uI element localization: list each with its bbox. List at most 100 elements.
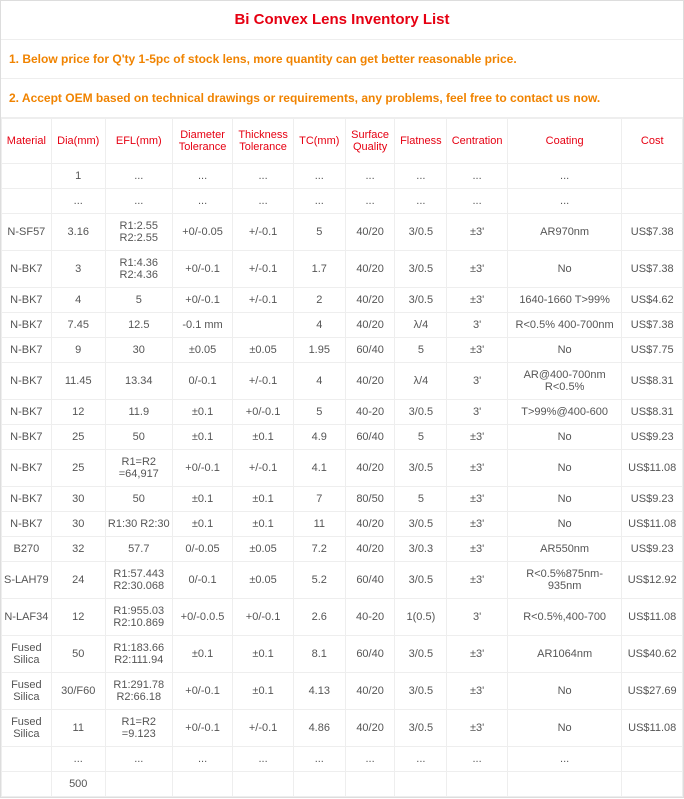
table-row: N-BK73050±0.1±0.1780/505±3'NoUS$9.23 [2, 487, 683, 512]
table-cell: 1.7 [293, 251, 345, 288]
table-cell: ... [105, 747, 172, 772]
table-cell: R1:57.443 R2:30.068 [105, 562, 172, 599]
table-cell: ±3' [447, 425, 508, 450]
table-cell: No [507, 710, 622, 747]
table-cell [395, 772, 447, 797]
table-cell: λ/4 [395, 313, 447, 338]
note-2: 2. Accept OEM based on technical drawing… [9, 91, 600, 105]
table-cell: 3/0.3 [395, 537, 447, 562]
table-row: Fused Silica11R1=R2 =9.123+0/-0.1+/-0.14… [2, 710, 683, 747]
col-header: EFL(mm) [105, 119, 172, 164]
table-cell: 3/0.5 [395, 512, 447, 537]
table-cell: ±3' [447, 636, 508, 673]
table-cell: 60/40 [345, 425, 395, 450]
table-cell: 11 [293, 512, 345, 537]
col-header: Material [2, 119, 52, 164]
table-cell: 5 [395, 338, 447, 363]
table-cell [622, 772, 683, 797]
table-cell [2, 772, 52, 797]
table-cell: +0/-0.1 [172, 450, 233, 487]
table-cell: +0/-0.1 [233, 599, 294, 636]
table-cell: 3/0.5 [395, 288, 447, 313]
table-cell: 1640-1660 T>99% [507, 288, 622, 313]
table-cell: US$40.62 [622, 636, 683, 673]
table-cell: 57.7 [105, 537, 172, 562]
table-row: N-BK730R1:30 R2:30±0.1±0.11140/203/0.5±3… [2, 512, 683, 537]
table-cell: 40/20 [345, 288, 395, 313]
note-1: 1. Below price for Q'ty 1-5pc of stock l… [9, 52, 517, 66]
table-cell: B270 [2, 537, 52, 562]
table-cell: R<0.5%,400-700 [507, 599, 622, 636]
table-cell: 3.16 [51, 214, 105, 251]
table-cell: No [507, 512, 622, 537]
table-cell: 5 [395, 425, 447, 450]
table-cell [2, 189, 52, 214]
table-cell: 12 [51, 400, 105, 425]
table-cell: US$8.31 [622, 400, 683, 425]
table-cell: US$11.08 [622, 450, 683, 487]
table-cell: 30 [105, 338, 172, 363]
table-cell: US$11.08 [622, 599, 683, 636]
table-cell: ... [105, 164, 172, 189]
table-cell: 24 [51, 562, 105, 599]
table-cell: +0/-0.05 [172, 214, 233, 251]
table-cell: +0/-0.1 [172, 288, 233, 313]
table-cell: ±3' [447, 338, 508, 363]
table-cell: ... [507, 747, 622, 772]
table-cell: ... [447, 164, 508, 189]
table-cell: ±0.05 [233, 537, 294, 562]
table-cell: N-BK7 [2, 425, 52, 450]
table-cell: +/-0.1 [233, 251, 294, 288]
table-cell: ... [293, 164, 345, 189]
table-cell: 3/0.5 [395, 636, 447, 673]
table-cell: 5 [293, 214, 345, 251]
table-cell: ... [507, 189, 622, 214]
table-cell: 0/-0.05 [172, 537, 233, 562]
table-cell: ... [345, 189, 395, 214]
table-cell: R1:2.55 R2:2.55 [105, 214, 172, 251]
table-cell: US$7.38 [622, 214, 683, 251]
table-cell: 3/0.5 [395, 562, 447, 599]
table-cell: -0.1 mm [172, 313, 233, 338]
table-cell: ... [345, 164, 395, 189]
note-row-2: 2. Accept OEM based on technical drawing… [1, 79, 683, 118]
table-head: MaterialDia(mm)EFL(mm)Diameter Tolerance… [2, 119, 683, 164]
table-cell: 0/-0.1 [172, 363, 233, 400]
table-cell: 40/20 [345, 251, 395, 288]
table-cell: 40/20 [345, 214, 395, 251]
table-cell: 5 [395, 487, 447, 512]
table-cell: 30 [51, 512, 105, 537]
table-cell: R1:955.03 R2:10.869 [105, 599, 172, 636]
table-cell: No [507, 487, 622, 512]
table-cell: ... [172, 189, 233, 214]
table-cell: US$11.08 [622, 512, 683, 537]
table-cell: ±3' [447, 512, 508, 537]
table-cell: 40/20 [345, 512, 395, 537]
table-cell: R1:183.66 R2:111.94 [105, 636, 172, 673]
table-row: S-LAH7924R1:57.443 R2:30.0680/-0.1±0.055… [2, 562, 683, 599]
col-header: Coating [507, 119, 622, 164]
table-cell: R1=R2 =9.123 [105, 710, 172, 747]
table-cell: US$9.23 [622, 487, 683, 512]
table-row: N-BK77.4512.5-0.1 mm440/20λ/43'R<0.5% 40… [2, 313, 683, 338]
table-cell: 50 [105, 425, 172, 450]
table-cell: ±3' [447, 214, 508, 251]
table-cell: Fused Silica [2, 636, 52, 673]
table-cell: ±0.1 [172, 425, 233, 450]
table-cell: ±0.1 [233, 487, 294, 512]
table-cell: 3' [447, 363, 508, 400]
table-row: N-SF573.16R1:2.55 R2:2.55+0/-0.05+/-0.15… [2, 214, 683, 251]
table-cell: N-BK7 [2, 487, 52, 512]
table-cell: 50 [51, 636, 105, 673]
table-cell: 3' [447, 313, 508, 338]
table-row: Fused Silica50R1:183.66 R2:111.94±0.1±0.… [2, 636, 683, 673]
table-cell: +/-0.1 [233, 363, 294, 400]
table-row: ........................... [2, 747, 683, 772]
table-cell: ... [395, 164, 447, 189]
table-cell: ... [172, 747, 233, 772]
table-cell: +0/-0.1 [233, 400, 294, 425]
table-cell: 4.86 [293, 710, 345, 747]
table-row: N-LAF3412R1:955.03 R2:10.869+0/-0.0.5+0/… [2, 599, 683, 636]
table-cell: 40/20 [345, 710, 395, 747]
table-cell: 7.2 [293, 537, 345, 562]
